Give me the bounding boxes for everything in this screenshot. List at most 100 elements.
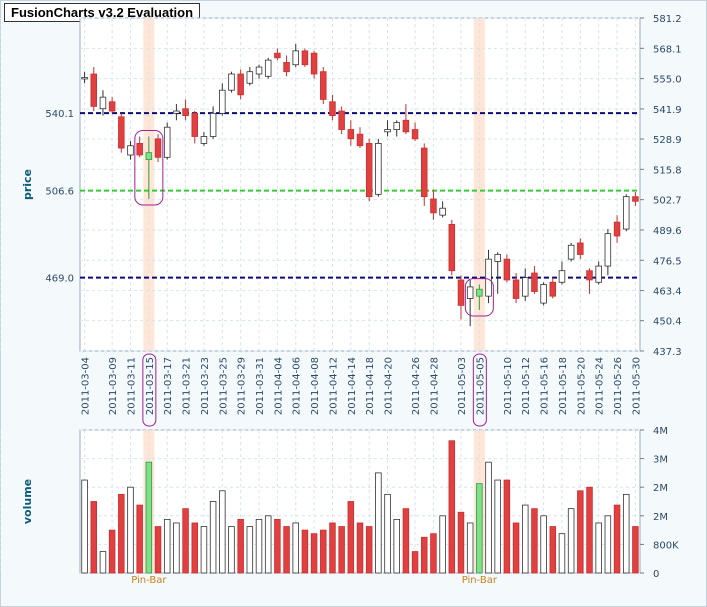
- volume-bar: [503, 479, 511, 574]
- candle-body: [347, 129, 355, 140]
- candle-body: [173, 110, 180, 114]
- date-tick-label: 2011-03-31: [255, 357, 266, 415]
- date-tick-label: 2011-05-16: [540, 357, 551, 415]
- candle-body: [439, 207, 446, 216]
- volume-bar: [99, 551, 107, 574]
- volume-bar: [622, 493, 630, 574]
- candle-body: [485, 258, 492, 297]
- date-tick-label: 2011-04-08: [310, 357, 321, 415]
- volume-bar: [81, 479, 88, 574]
- candle-body: [163, 126, 171, 158]
- volume-bar: [320, 529, 327, 574]
- date-tick-label: 2011-03-11: [126, 357, 137, 415]
- candle-body: [595, 265, 602, 283]
- pin-bar-label: Pin-Bar: [131, 575, 167, 586]
- volume-bar: [586, 486, 593, 574]
- candle-body: [622, 196, 630, 230]
- candle-body: [338, 110, 345, 130]
- candle-body: [127, 145, 134, 156]
- candle-body: [191, 112, 199, 137]
- volume-bar: [329, 522, 336, 574]
- volume-bar: [108, 529, 116, 574]
- candle-body: [522, 277, 529, 297]
- pin-bar-marker: [134, 129, 164, 206]
- volume-bar: [522, 504, 529, 574]
- candle-body: [136, 143, 143, 156]
- candle-body: [99, 96, 107, 110]
- date-tick-label: 2011-03-21: [182, 357, 193, 415]
- volume-bar: [384, 493, 391, 574]
- candle-body: [228, 73, 235, 91]
- candle-body: [264, 59, 272, 77]
- candle-body: [421, 147, 428, 198]
- pin-bar-marker: [464, 278, 494, 317]
- volume-bar: [182, 508, 189, 574]
- volume-bar: [558, 533, 566, 574]
- volume-bar: [310, 533, 318, 574]
- volume-bar: [255, 518, 263, 574]
- candle-body: [292, 50, 299, 66]
- candle-body: [512, 279, 520, 299]
- candle-body: [494, 254, 501, 262]
- volume-bar: [448, 440, 456, 574]
- highlight-band-price: [473, 18, 485, 351]
- volume-bar: [292, 522, 299, 574]
- date-tick-label: 2011-04-20: [384, 357, 395, 415]
- candle-body: [586, 270, 593, 281]
- volume-bar: [200, 526, 208, 574]
- volume-bar: [457, 511, 465, 574]
- price-tick-label: 476.5: [653, 256, 682, 267]
- date-tick-label: 2011-04-12: [328, 357, 339, 415]
- volume-bar: [512, 522, 520, 574]
- date-tick-label: 2011-04-06: [292, 357, 303, 415]
- volume-bar: [632, 526, 639, 574]
- volume-bar: [549, 526, 557, 574]
- date-tick-label: 2011-05-12: [521, 357, 532, 415]
- candle-body: [604, 233, 612, 267]
- volume-bar: [246, 526, 254, 574]
- date-tick-label: 2011-05-20: [576, 357, 587, 415]
- volume-bar: [191, 522, 199, 574]
- date-tick-label: 2011-04-04: [273, 357, 284, 415]
- candle-body: [503, 258, 511, 281]
- volume-bar: [604, 515, 612, 574]
- candle-body: [283, 62, 290, 73]
- price-tick-label: 463.4: [653, 287, 682, 298]
- trendline-label: 469.0: [45, 274, 74, 285]
- candle-body: [301, 50, 309, 66]
- candle-body: [375, 143, 382, 195]
- volume-bar: [283, 526, 290, 574]
- date-highlight-marker: [472, 353, 487, 427]
- volume-tick-label: 800K: [653, 540, 679, 551]
- volume-axis-title: volume: [21, 479, 34, 524]
- volume-bar: [476, 483, 483, 574]
- volume-bar: [228, 526, 235, 574]
- volume-bar: [90, 501, 98, 574]
- price-tick-label: 568.1: [653, 44, 682, 55]
- volume-tick-label: 3M: [653, 455, 668, 466]
- candle-body: [255, 66, 263, 75]
- volume-bar: [136, 504, 143, 574]
- volume-bar: [154, 526, 162, 574]
- candle-body: [577, 242, 584, 255]
- candle-body: [402, 119, 410, 133]
- candle-body: [567, 244, 575, 260]
- date-tick-label: 2011-03-15: [145, 357, 156, 415]
- date-tick-label: 2011-03-09: [108, 357, 119, 415]
- price-tick-label: 581.2: [653, 14, 682, 25]
- volume-tick-label: 4M: [653, 426, 668, 437]
- date-tick-label: 2011-03-23: [200, 357, 211, 415]
- date-tick-label: 2011-05-18: [558, 357, 569, 415]
- candle-body: [90, 73, 98, 107]
- price-axis-title: price: [21, 169, 34, 200]
- candle-body: [356, 133, 364, 147]
- volume-bar: [127, 486, 134, 574]
- volume-bar: [163, 518, 171, 574]
- volume-tick-label: 2M: [653, 512, 668, 523]
- date-tick-label: 2011-05-10: [503, 357, 514, 415]
- date-tick-label: 2011-04-18: [365, 357, 376, 415]
- candle-body: [154, 138, 162, 158]
- candle-body: [448, 224, 456, 272]
- candle-body: [219, 89, 226, 114]
- volume-bar: [402, 508, 410, 574]
